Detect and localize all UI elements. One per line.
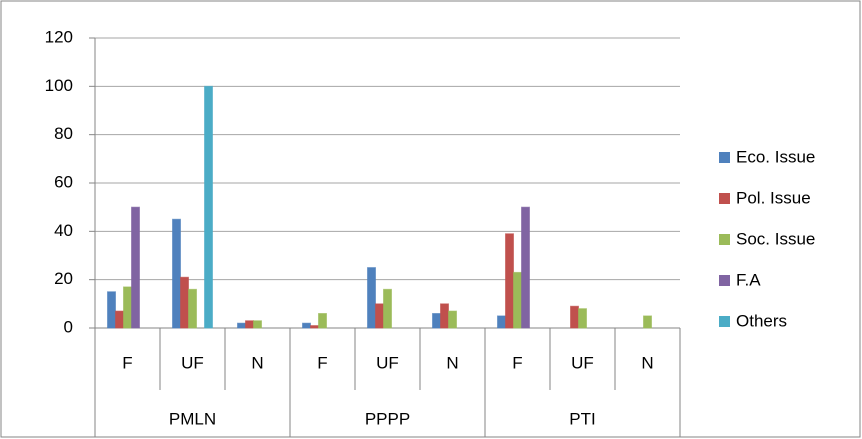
- x-tick-label: N: [251, 353, 263, 372]
- legend-label: Eco. Issue: [736, 147, 815, 166]
- bar: [521, 206, 530, 329]
- x-tick-label: F: [512, 353, 522, 372]
- group-label: PPPP: [365, 409, 410, 428]
- legend-swatch: [719, 152, 730, 163]
- legend-swatch: [719, 275, 730, 286]
- group-label: PMLN: [169, 409, 216, 428]
- x-tick-label: UF: [181, 353, 204, 372]
- bar: [383, 288, 392, 329]
- legend-label: Soc. Issue: [736, 229, 815, 248]
- bar: [115, 310, 124, 329]
- bar: [253, 320, 262, 329]
- bar: [180, 276, 189, 329]
- legend-label: Pol. Issue: [736, 188, 811, 207]
- y-tick-label: 0: [64, 317, 73, 336]
- bar: [367, 267, 376, 329]
- bar: [188, 288, 197, 329]
- bar: [204, 85, 213, 329]
- bar: [375, 303, 384, 329]
- bar: [237, 322, 246, 329]
- x-tick-label: N: [641, 353, 653, 372]
- bar: [131, 206, 140, 329]
- bar: [578, 308, 587, 329]
- y-tick-label: 60: [54, 172, 73, 191]
- legend-swatch: [719, 193, 730, 204]
- legend-label: Others: [736, 311, 787, 330]
- y-tick-label: 20: [54, 269, 73, 288]
- bar: [440, 303, 449, 329]
- legend-swatch: [719, 234, 730, 245]
- x-tick-label: F: [317, 353, 327, 372]
- bar: [318, 313, 327, 329]
- legend-swatch: [719, 316, 730, 327]
- y-tick-label: 100: [45, 76, 73, 95]
- group-label: PTI: [569, 409, 595, 428]
- y-tick-label: 80: [54, 124, 73, 143]
- bar: [570, 305, 579, 329]
- y-tick-label: 120: [45, 27, 73, 46]
- x-tick-label: UF: [376, 353, 399, 372]
- x-tick-label: N: [446, 353, 458, 372]
- bar: [643, 315, 652, 329]
- bar: [107, 291, 116, 329]
- bar: [513, 271, 522, 329]
- bar: [497, 315, 506, 329]
- y-tick-label: 40: [54, 221, 73, 240]
- bar: [310, 325, 319, 329]
- bar: [505, 233, 514, 329]
- x-tick-label: F: [122, 353, 132, 372]
- legend-label: F.A: [736, 270, 761, 289]
- bar: [172, 218, 181, 329]
- bar: [123, 286, 132, 329]
- bar: [448, 310, 457, 329]
- bar: [302, 322, 311, 329]
- x-tick-label: UF: [571, 353, 594, 372]
- bar: [432, 313, 441, 329]
- bar: [245, 320, 254, 329]
